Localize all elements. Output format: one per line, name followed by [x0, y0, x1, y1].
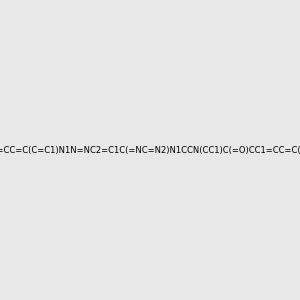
- Text: CCOC1=CC=C(C=C1)N1N=NC2=C1C(=NC=N2)N1CCN(CC1)C(=O)CC1=CC=C(F)C=C1: CCOC1=CC=C(C=C1)N1N=NC2=C1C(=NC=N2)N1CCN…: [0, 146, 300, 154]
